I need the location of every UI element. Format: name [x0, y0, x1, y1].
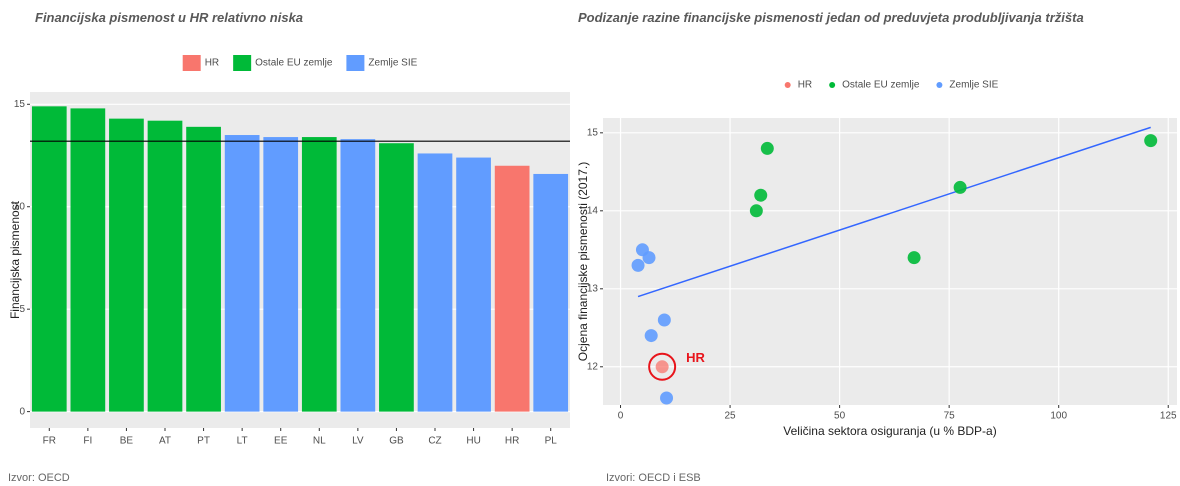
legend-label: HR [798, 80, 812, 91]
x-tick-label: GB [389, 436, 404, 447]
bar [301, 137, 337, 412]
bar [263, 137, 299, 412]
y-tick-label: 15 [14, 99, 26, 110]
legend-key [829, 82, 836, 88]
point [907, 251, 921, 265]
bar [340, 139, 376, 412]
x-tick-label: HR [505, 436, 519, 447]
legend-key [346, 55, 365, 71]
y-tick-label: 5 [19, 304, 25, 315]
x-tick-label: LV [352, 436, 364, 447]
point [631, 258, 645, 272]
x-tick-label: 25 [725, 411, 737, 422]
bar [31, 106, 67, 412]
point [655, 360, 669, 374]
x-tick-label: EE [274, 436, 288, 447]
x-tick-label: PL [545, 436, 558, 447]
x-tick-label: FI [83, 436, 92, 447]
chart-title: Podizanje razine financijske pismenosti … [578, 10, 1084, 25]
point [754, 188, 768, 202]
x-tick-label: PT [197, 436, 210, 447]
bar [224, 135, 260, 412]
point [953, 180, 967, 194]
source: Izvor: OECD [8, 472, 70, 484]
y-axis-title: Ocjena financijske pismenosti (2017.) [576, 162, 590, 361]
legend-key [784, 82, 791, 88]
legend-label: Ostale EU zemlje [255, 58, 333, 69]
y-tick-label: 10 [14, 201, 26, 212]
annotation: HR [686, 350, 705, 365]
y-tick-label: 12 [587, 361, 599, 372]
y-tick-label: 15 [587, 127, 599, 138]
x-tick-label: 100 [1050, 411, 1067, 422]
legend: HR Ostale EU zemlje Zemlje SIE [182, 55, 418, 71]
bar [186, 126, 221, 412]
point [749, 204, 763, 218]
point [642, 251, 656, 265]
legend-key [233, 55, 252, 71]
x-tick-label: HU [466, 436, 480, 447]
legend-label: Zemlje SIE [368, 58, 417, 69]
bar [533, 173, 569, 412]
bar [70, 108, 106, 412]
x-tick-label: BE [120, 436, 134, 447]
x-tick-label: AT [159, 436, 171, 447]
x-tick-label: NL [313, 436, 326, 447]
x-tick-label: 75 [944, 411, 956, 422]
x-tick-label: LT [237, 436, 248, 447]
y-axis-title: Financijska pismenost [8, 200, 22, 319]
legend-label: HR [205, 58, 219, 69]
x-tick-label: 50 [834, 411, 846, 422]
legend-key [182, 55, 201, 71]
bar [379, 143, 414, 412]
point [1144, 134, 1158, 148]
bar [417, 153, 453, 412]
highlight-ring [648, 352, 677, 381]
legend: HR Ostale EU zemlje Zemlje SIE [784, 80, 999, 91]
point [644, 329, 658, 343]
y-tick-label: 14 [587, 205, 599, 216]
x-tick-label: FR [43, 436, 56, 447]
x-tick-label: 125 [1160, 411, 1177, 422]
point [660, 391, 674, 405]
legend-key [936, 82, 943, 88]
legend-label: Ostale EU zemlje [842, 80, 920, 91]
source: Izvori: OECD i ESB [606, 472, 701, 484]
bar [456, 157, 491, 412]
y-tick-label: 13 [587, 283, 599, 294]
legend-label: Zemlje SIE [949, 80, 998, 91]
point [760, 141, 774, 155]
bar [147, 120, 183, 412]
trend-line [637, 126, 1151, 298]
x-axis-title: Veličina sektora osiguranja (u % BDP-a) [783, 424, 996, 438]
bar [109, 118, 144, 412]
x-tick-label: CZ [428, 436, 441, 447]
y-tick-label: 0 [19, 406, 25, 417]
point [657, 313, 671, 327]
chart-title: Financijska pismenost u HR relativno nis… [35, 10, 304, 25]
x-tick-label: 0 [618, 411, 624, 422]
bar [494, 165, 530, 412]
plot-background [603, 118, 1177, 405]
